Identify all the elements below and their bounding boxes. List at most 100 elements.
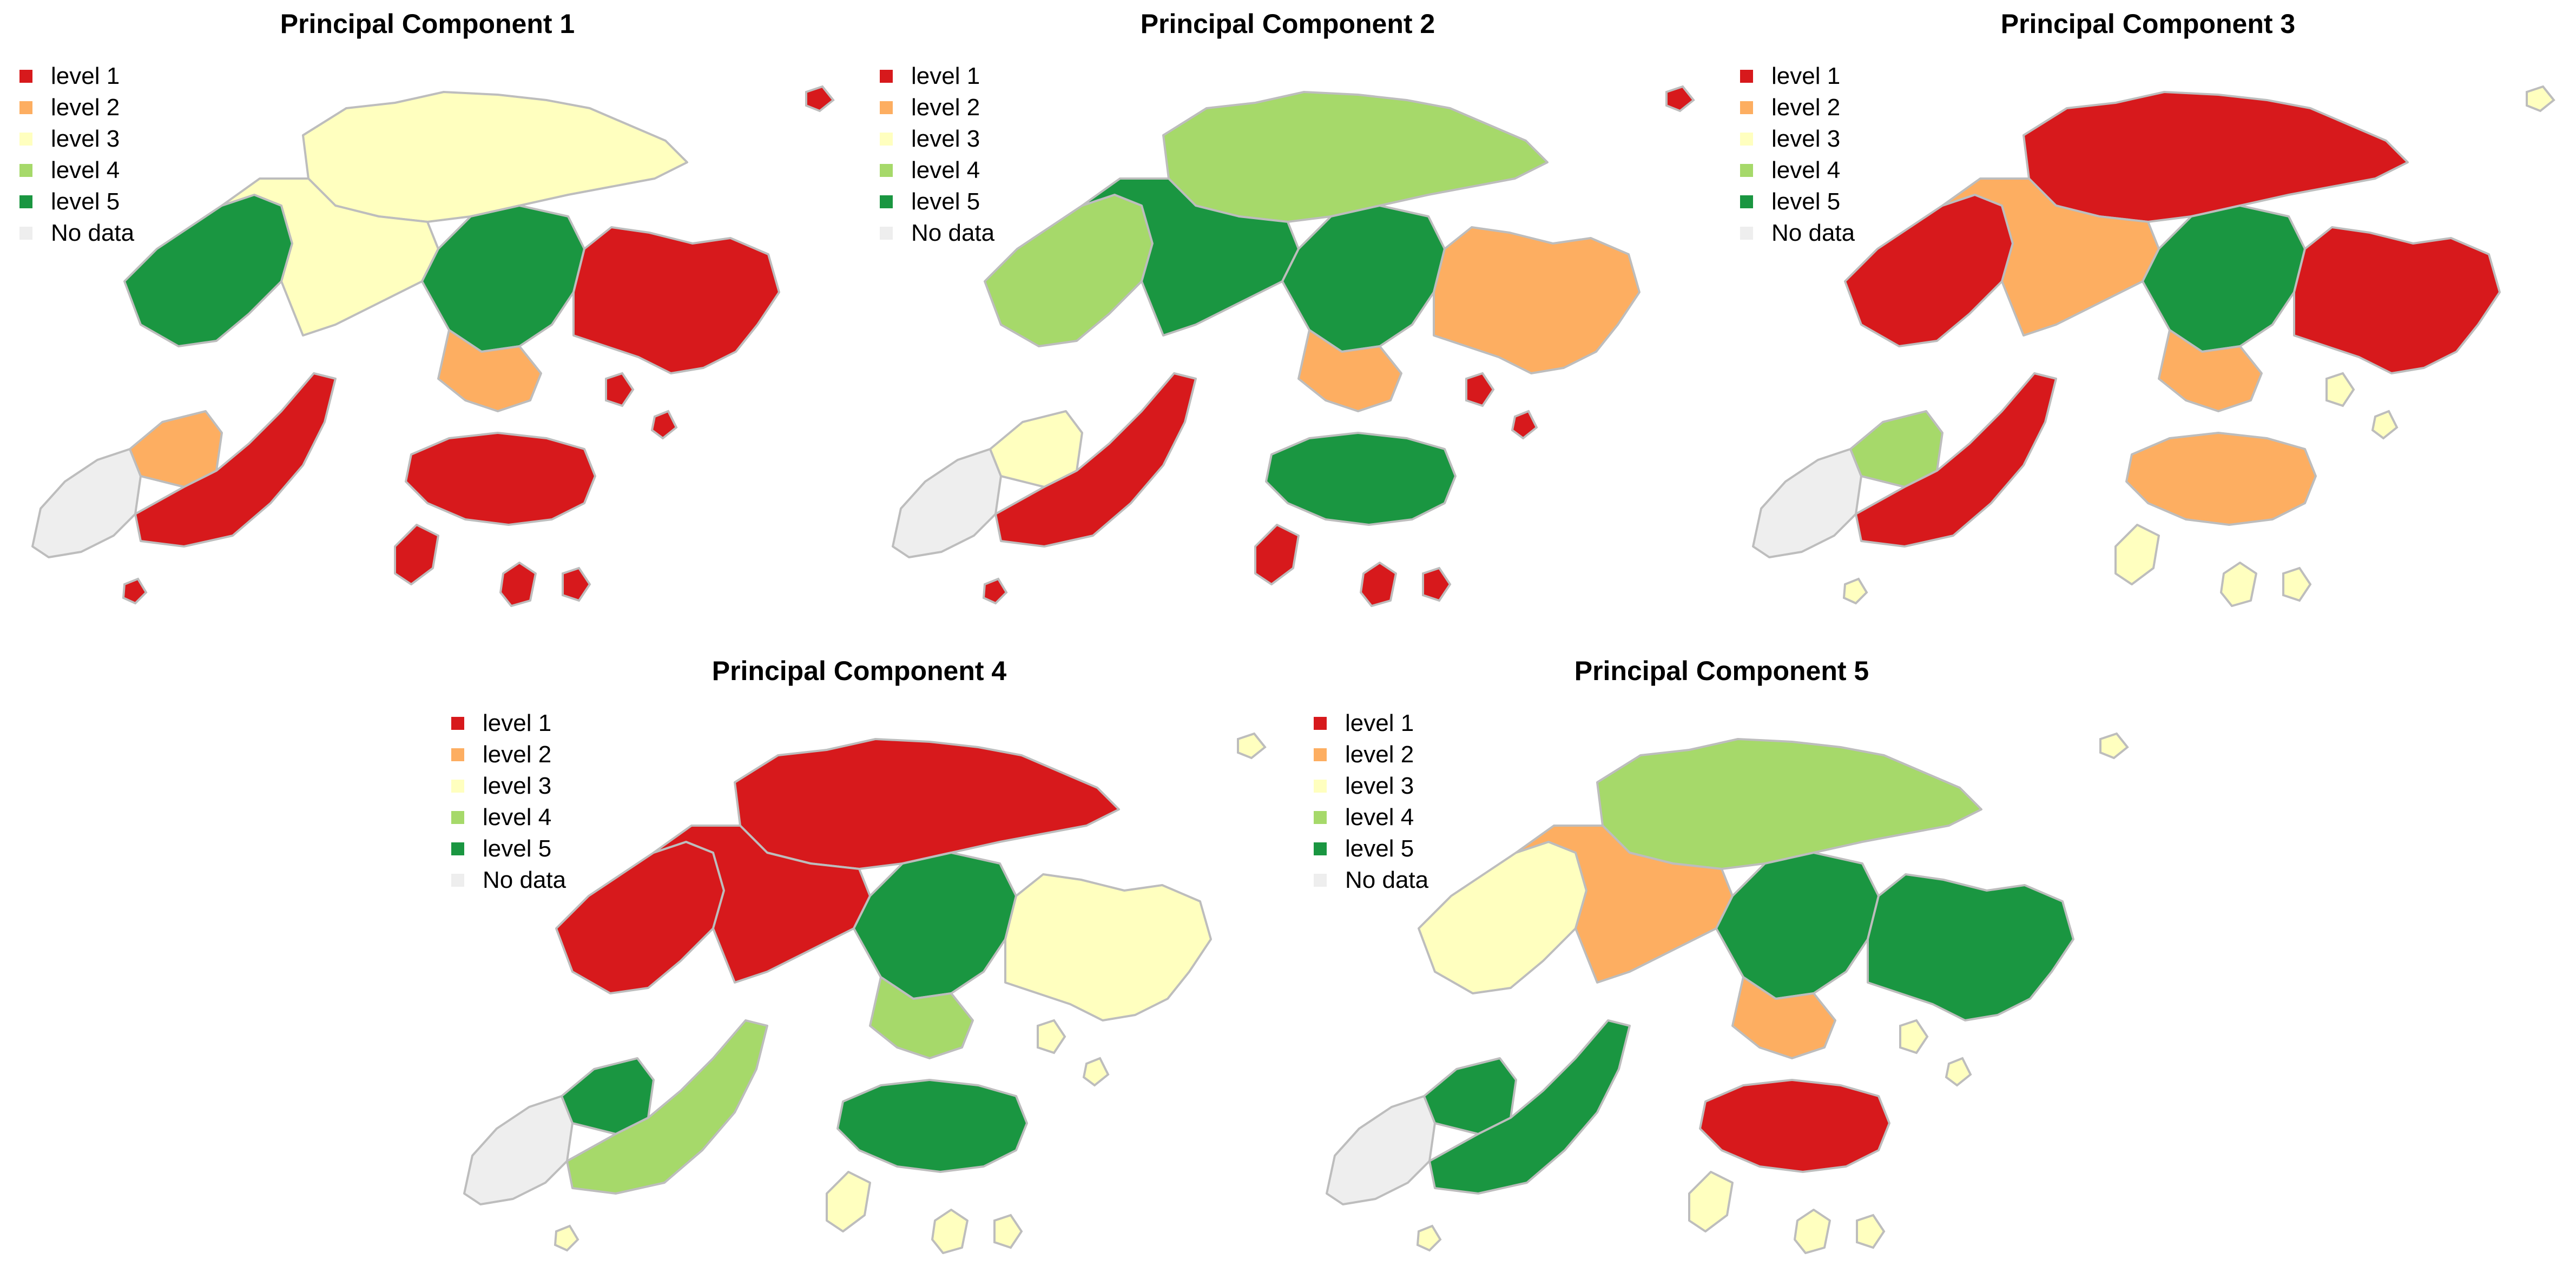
region-islet [2099, 732, 2129, 760]
legend-label: No data [483, 867, 566, 893]
region-shatin [2142, 205, 2306, 353]
region-lamma [394, 524, 439, 585]
legend-item: level 3 [1740, 123, 1855, 155]
legend: level 1 level 2 level 3 level 4 level 5 No da… [451, 708, 566, 896]
legend-swatch [19, 70, 32, 83]
legend-label: level 3 [1771, 126, 1841, 152]
legend-label: No data [51, 220, 135, 246]
choropleth-map [1326, 732, 2129, 1254]
legend-label: level 2 [1771, 94, 1841, 121]
legend-label: level 3 [1345, 773, 1414, 799]
legend-item: level 4 [1314, 802, 1428, 833]
panel-title: Principal Component 4 [711, 656, 1007, 686]
legend-item: level 4 [1740, 155, 1855, 186]
legend-item: No data [1740, 217, 1855, 249]
legend-item: level 2 [880, 92, 994, 123]
legend-swatch [1740, 133, 1753, 146]
region-islands-small [499, 562, 537, 607]
region-lamma [2114, 524, 2160, 585]
region-lantau-west [892, 448, 1002, 558]
region-islands-small [2220, 562, 2257, 607]
region-central-nt [653, 825, 871, 984]
region-sai-kung [1433, 226, 1641, 374]
region-lantau-south [1428, 1019, 1631, 1195]
region-islet [2371, 410, 2399, 440]
region-sai-kung [2293, 226, 2501, 374]
legend-swatch [880, 164, 893, 177]
legend-label: level 3 [51, 126, 120, 152]
legend-label: level 2 [483, 741, 552, 768]
legend-item: No data [19, 217, 134, 249]
region-central-nt [1081, 177, 1300, 337]
region-islet [1945, 1057, 1972, 1087]
legend-swatch [451, 874, 464, 887]
region-islet [982, 577, 1008, 605]
map-panel-pc3: Principal Component 3 level 1 level 2 leve… [1721, 0, 2575, 628]
legend-label: level 5 [1345, 835, 1414, 862]
legend-swatch [880, 133, 893, 146]
region-lantau-south [994, 372, 1197, 548]
region-central-nt [1941, 177, 2160, 337]
region-islands-small [1794, 1209, 1831, 1254]
region-lamma [1688, 1171, 1734, 1232]
region-islet [1037, 1019, 1066, 1054]
legend-label: level 1 [1771, 63, 1841, 89]
legend-label: No data [1771, 220, 1855, 246]
legend-swatch [1740, 70, 1753, 83]
legend-label: level 5 [911, 188, 980, 215]
legend-item: level 3 [451, 770, 566, 802]
legend-item: level 3 [1314, 770, 1428, 802]
region-hk-island [2125, 432, 2317, 526]
legend-swatch [451, 717, 464, 730]
legend-swatch [1740, 195, 1753, 208]
legend-swatch [1314, 811, 1327, 824]
region-islet [562, 566, 591, 602]
legend-swatch [451, 842, 464, 855]
legend: level 1 level 2 level 3 level 4 level 5 No da… [1314, 708, 1428, 896]
region-kowloon [1297, 329, 1402, 412]
region-lantau-north [129, 410, 223, 488]
legend-item: level 3 [880, 123, 994, 155]
legend-label: level 2 [911, 94, 980, 121]
region-hk-island [1265, 432, 1457, 526]
region-islet [1842, 577, 1868, 605]
legend-item: level 2 [1314, 739, 1428, 770]
region-lamma [826, 1171, 871, 1232]
region-islet [2325, 372, 2355, 407]
legend-item: level 1 [1314, 708, 1428, 739]
legend-swatch [19, 227, 32, 240]
region-ne-nt [1162, 91, 1549, 223]
legend-label: level 4 [1345, 804, 1414, 830]
region-ne-nt [734, 738, 1120, 870]
region-central-nt [221, 177, 439, 337]
region-shatin [853, 852, 1017, 1000]
legend-item: level 3 [19, 123, 134, 155]
legend-swatch [1314, 842, 1327, 855]
region-shatin [1281, 205, 1446, 353]
region-lantau-west [1326, 1095, 1436, 1205]
region-islet [554, 1224, 579, 1252]
region-islet [1237, 732, 1267, 760]
region-kowloon [869, 976, 974, 1059]
map-panel-pc1: Principal Component 1 level 1 level 2 leve… [0, 0, 855, 628]
legend-item: level 1 [1740, 61, 1855, 92]
legend: level 1 level 2 level 3 level 4 level 5 No da… [880, 61, 994, 249]
region-kowloon [437, 329, 542, 412]
region-kowloon [2158, 329, 2263, 412]
legend-item: level 2 [19, 92, 134, 123]
legend-item: level 1 [880, 61, 994, 92]
region-islet [1416, 1224, 1442, 1252]
legend-label: level 1 [1345, 710, 1414, 736]
legend-label: level 3 [483, 773, 552, 799]
legend-item: level 4 [19, 155, 134, 186]
region-central-nt [1515, 825, 1734, 984]
choropleth-map [31, 85, 835, 607]
legend-swatch [19, 133, 32, 146]
legend-swatch [451, 748, 464, 761]
region-shatin [421, 205, 585, 353]
region-islands-small [931, 1209, 969, 1254]
region-islet [993, 1214, 1023, 1249]
legend: level 1 level 2 level 3 level 4 level 5 No da… [1740, 61, 1855, 249]
legend-item: level 4 [451, 802, 566, 833]
legend-item: level 5 [19, 186, 134, 217]
